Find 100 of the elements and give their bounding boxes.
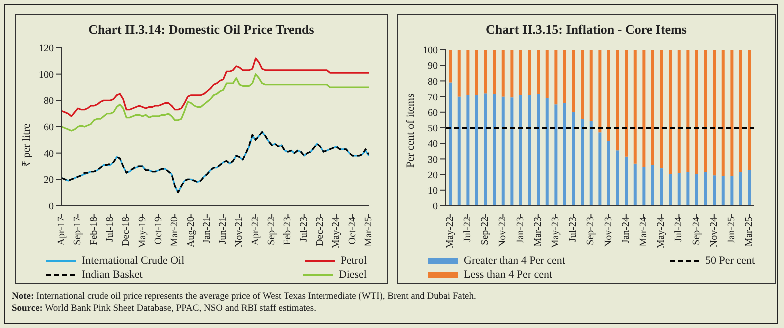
y-tick-label: 40 (44, 148, 54, 160)
bar (510, 98, 514, 206)
bar (730, 176, 734, 206)
bar (458, 96, 461, 206)
bar (669, 50, 672, 174)
text: Note: International crude oil price represents the average price of West Texas Intermediate (WTI), Brent and Dubai Fateh. (12, 291, 478, 303)
bar (449, 82, 452, 206)
y-axis-title: Per cent of items (404, 94, 417, 168)
bar (722, 176, 725, 206)
bar (651, 50, 654, 166)
bar (616, 150, 620, 206)
x-tick-label: Jan-25 (726, 217, 738, 244)
bar (607, 141, 610, 206)
bar (537, 50, 540, 94)
y-tick-label: 80 (44, 96, 54, 108)
bar (722, 50, 725, 176)
bar (642, 167, 646, 206)
bar (554, 50, 558, 105)
bar (475, 50, 478, 96)
chart-title: Chart II.3.14: Domestic Oil Price Trends (88, 21, 316, 39)
bar (581, 50, 584, 120)
legend-label: Petrol (340, 255, 367, 267)
x-tick-label: Mar-23 (532, 217, 544, 247)
x-tick-label: Apr-17 (56, 217, 68, 246)
bar (546, 98, 549, 206)
bar (590, 50, 593, 121)
y-tick-label: 70 (428, 92, 438, 104)
line-series (61, 58, 370, 118)
bar (475, 95, 478, 206)
bar (695, 174, 698, 206)
x-tick-label: Jul-18 (104, 217, 116, 242)
bar (554, 104, 558, 206)
bar (484, 50, 488, 94)
x-tick-label: Nov-24 (708, 217, 720, 248)
bar (634, 164, 637, 206)
bar (634, 50, 637, 164)
x-tick-label: Jul-23 (568, 217, 580, 242)
x-tick-label: Oct-19 (153, 217, 164, 245)
source-note: Source: World Bank Pink Sheet Database, PPAC, NSO and RBI staff estimates. (12, 303, 318, 315)
x-tick-label: Oct-24 (347, 217, 358, 245)
bar (669, 174, 672, 206)
x-tick-label: Nov-21 (234, 217, 246, 248)
bar (572, 112, 576, 206)
y-tick-label: 30 (428, 154, 438, 166)
bar (713, 50, 716, 176)
bar (493, 50, 496, 94)
bar (572, 50, 576, 112)
bar (686, 50, 690, 172)
bar (704, 50, 708, 172)
bar (502, 50, 505, 97)
x-tick-label: May-24 (656, 217, 668, 249)
line-series (61, 74, 370, 132)
y-tick-label: 120 (39, 44, 54, 55)
x-tick-label: Sep-23 (586, 217, 597, 246)
y-tick-label: 20 (428, 170, 438, 182)
bar (739, 172, 742, 206)
x-tick-label: Nov-22 (498, 217, 509, 248)
x-tick-label: May-24 (331, 217, 342, 249)
x-tick-label: Sep-24 (691, 217, 702, 246)
bar (590, 120, 593, 206)
y-tick-label: 40 (428, 139, 438, 150)
x-tick-label: Feb-18 (88, 217, 100, 246)
x-tick-label: Mar-24 (638, 217, 650, 247)
bar (563, 103, 566, 206)
bar (484, 94, 488, 206)
bar (510, 50, 514, 98)
x-tick-label: May-19 (137, 217, 148, 249)
bar (466, 95, 470, 206)
x-tick-label: Nov-23 (603, 217, 614, 248)
x-tick-label: May-23 (550, 217, 562, 249)
bar (704, 172, 708, 206)
bar (660, 168, 664, 206)
line-series (61, 131, 370, 194)
x-tick-label: Dec-18 (121, 217, 132, 246)
chart-title: Chart II.3.15: Inflation - Core Items (485, 21, 688, 39)
bar (730, 50, 734, 176)
x-tick-label: May-22 (444, 217, 456, 249)
x-tick-label: Jul-22 (462, 217, 474, 242)
legend-label: Less than 4 Per cent (464, 269, 553, 281)
y-tick-label: 20 (44, 175, 54, 186)
bar (660, 50, 664, 169)
x-tick-label: Sep-22 (266, 217, 278, 246)
x-tick-label: Jan-24 (620, 217, 632, 244)
bar (625, 156, 628, 206)
bar (466, 50, 470, 96)
bar (739, 50, 742, 172)
bar (748, 50, 752, 170)
bar (713, 176, 716, 206)
bar (537, 94, 540, 206)
y-axis-title: ₹ per litre (20, 124, 33, 167)
bar (493, 94, 496, 206)
x-tick-label: Dec-23 (315, 217, 326, 246)
y-tick-label: 0 (49, 202, 54, 213)
bar (546, 50, 549, 98)
x-tick-label: Jul-23 (298, 217, 310, 242)
legend-label: Greater than 4 Per cent (464, 255, 566, 267)
x-tick-label: Sep-17 (72, 217, 84, 246)
bar (616, 50, 620, 151)
bar (598, 132, 602, 206)
y-tick-label: 50 (428, 124, 438, 135)
